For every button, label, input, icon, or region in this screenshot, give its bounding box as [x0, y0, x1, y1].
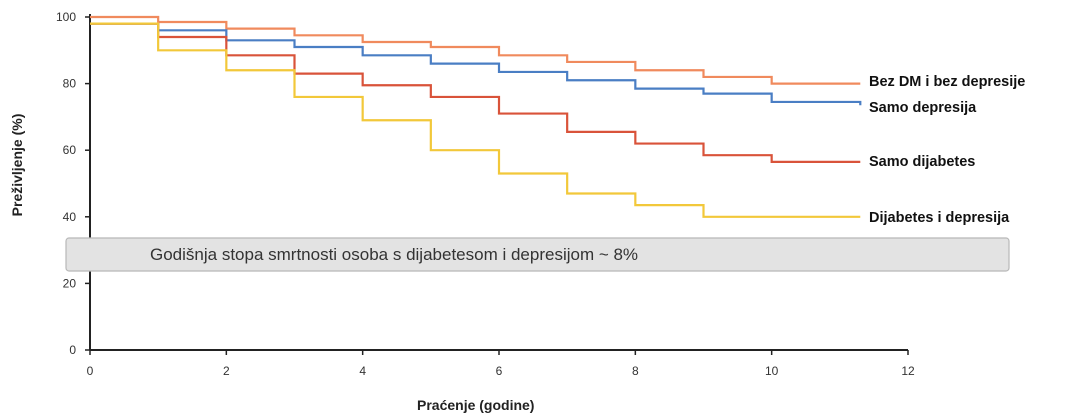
legend-label-2: Samo depresija [869, 100, 977, 116]
x-tick-label: 0 [87, 364, 94, 378]
x-ticks: 0 2 4 6 8 10 12 [87, 350, 915, 378]
y-tick-label: 0 [69, 343, 76, 357]
y-tick-label: 20 [63, 276, 77, 290]
annotation-banner-box [65, 237, 1010, 272]
y-ticks: 0 20 40 60 80 100 [56, 10, 90, 357]
legend-labels: Bez DM i bez depresije Samo depresija Samo… [869, 74, 1025, 226]
x-tick-label: 10 [765, 364, 779, 378]
legend-label-1: Bez DM i bez depresije [869, 74, 1025, 90]
y-tick-label: 100 [56, 10, 76, 24]
annotation-banner-text: Godišnja stopa smrtnosti osoba s dijabet… [150, 245, 638, 264]
legend-label-4: Dijabetes i depresija [869, 210, 1010, 226]
y-tick-label: 80 [63, 77, 77, 91]
x-tick-label: 2 [223, 364, 230, 378]
x-tick-label: 4 [359, 364, 366, 378]
y-axis-label: Preživljenje (%) [9, 114, 25, 217]
y-tick-label: 40 [63, 210, 77, 224]
series-lines [90, 15, 862, 218]
annotation-banner: Godišnja stopa smrtnosti osoba s dijabet… [65, 237, 1010, 272]
x-axis-label: Praćenje (godine) [417, 397, 534, 413]
series-line-1 [90, 15, 861, 85]
series-line-3 [90, 22, 861, 163]
x-tick-label: 8 [632, 364, 639, 378]
x-tick-label: 6 [496, 364, 503, 378]
legend-label-3: Samo dijabetes [869, 154, 975, 170]
series-line-4 [90, 22, 861, 218]
x-tick-label: 12 [901, 364, 915, 378]
y-tick-label: 60 [63, 143, 77, 157]
